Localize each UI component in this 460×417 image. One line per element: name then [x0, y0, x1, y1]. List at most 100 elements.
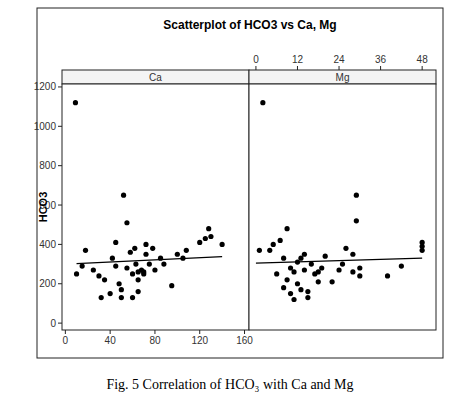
point [133, 261, 138, 266]
point [121, 193, 126, 198]
y-tick-label: 1200 [34, 81, 57, 92]
x-tick [339, 66, 340, 70]
point [343, 246, 348, 251]
x-tick [297, 66, 298, 70]
x-tick-label: 12 [292, 54, 304, 65]
point [128, 250, 133, 255]
point [220, 242, 225, 247]
fit-line [256, 258, 422, 263]
point [291, 297, 296, 302]
point [74, 271, 79, 276]
point [305, 289, 310, 294]
point [336, 267, 341, 272]
point [319, 265, 324, 270]
point [136, 277, 141, 282]
x-tick [380, 66, 381, 70]
x-tick-label: 120 [191, 335, 208, 346]
point [136, 289, 141, 294]
x-tick-label: 0 [253, 54, 259, 65]
y-tick-label: 800 [39, 160, 56, 171]
panel-strip [62, 70, 249, 84]
point [161, 261, 166, 266]
point [271, 242, 276, 247]
point [298, 287, 303, 292]
x-tick-label: 48 [417, 54, 429, 65]
point [274, 271, 279, 276]
point [298, 256, 303, 261]
panel: Ca04080120160020040060080010001200HCO3 [34, 70, 254, 346]
background [0, 0, 460, 417]
fit-line [77, 257, 223, 264]
y-tick-label: 0 [50, 318, 56, 329]
point [284, 277, 289, 282]
chart-title: Scatterplot of HCO3 vs Ca, Mg [163, 18, 336, 32]
data-layer [73, 100, 225, 300]
point [357, 265, 362, 270]
point [278, 238, 283, 243]
y-tick-label: 1000 [34, 121, 57, 132]
point [73, 100, 78, 105]
point [354, 193, 359, 198]
point [295, 281, 300, 286]
figure: Scatterplot of HCO3 vs Ca, MgFig. 5 Corr… [0, 0, 460, 417]
point [143, 252, 148, 257]
point [288, 265, 293, 270]
point [113, 263, 118, 268]
point [203, 236, 208, 241]
point [281, 285, 286, 290]
point [284, 226, 289, 231]
x-tick-label: 36 [375, 54, 387, 65]
point [99, 295, 104, 300]
point [316, 269, 321, 274]
point [302, 252, 307, 257]
point [83, 248, 88, 253]
panel-label: Mg [336, 72, 350, 83]
x-tick-label: 80 [149, 335, 161, 346]
point [354, 218, 359, 223]
point [309, 261, 314, 266]
point [281, 256, 286, 261]
x-tick [422, 66, 423, 70]
point [110, 256, 115, 261]
point [257, 248, 262, 253]
point [169, 283, 174, 288]
data-layer [256, 100, 425, 302]
y-tick [58, 126, 62, 127]
point [130, 271, 135, 276]
y-tick [58, 165, 62, 166]
point [385, 273, 390, 278]
point [316, 279, 321, 284]
x-tick-label: 24 [333, 54, 345, 65]
y-tick-label: 200 [39, 278, 56, 289]
point [80, 263, 85, 268]
point [141, 271, 146, 276]
panel: Mg 0 12 24 36 48 [249, 54, 436, 330]
x-tick-label: 40 [105, 335, 117, 346]
point [260, 100, 265, 105]
y-tick-label: 400 [39, 239, 56, 250]
point [357, 273, 362, 278]
x-tick [110, 330, 111, 334]
point [350, 252, 355, 257]
point [288, 291, 293, 296]
point [119, 287, 124, 292]
y-tick [58, 244, 62, 245]
point [96, 273, 101, 278]
point [119, 295, 124, 300]
x-tick-label: 160 [236, 335, 253, 346]
point [420, 244, 425, 249]
point [340, 261, 345, 266]
point [267, 248, 272, 253]
x-tick [65, 330, 66, 334]
point [399, 263, 404, 268]
point [206, 226, 211, 231]
plot-frame [62, 84, 249, 330]
y-tick [58, 283, 62, 284]
point [143, 242, 148, 247]
point [130, 295, 135, 300]
panel-label: Ca [149, 72, 162, 83]
point [175, 252, 180, 257]
point [150, 246, 155, 251]
point [91, 267, 96, 272]
y-tick [58, 205, 62, 206]
